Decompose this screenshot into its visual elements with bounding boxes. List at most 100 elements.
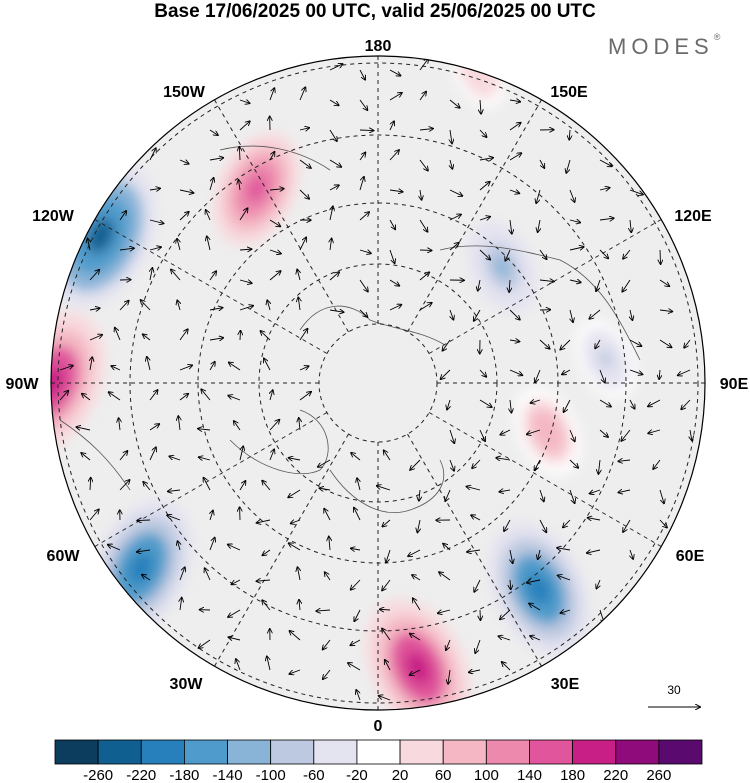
wind-vector [209,158,223,160]
wind-vector [389,93,402,101]
wind-vector [690,429,692,440]
wind-vector [289,543,301,551]
wind-vector [420,189,422,200]
wind-vector [351,453,361,461]
alaska-coast [219,145,331,171]
colorbar-swatch [399,739,444,765]
wind-vector [239,249,251,250]
wind-vector [599,399,611,407]
wind-vector [143,334,151,341]
wind-vector [354,508,361,521]
wind-vector [438,610,451,613]
wind-vector [325,572,331,581]
wind-vector [228,609,241,617]
wind-vector [442,339,451,351]
colorbar-tick-label: -100 [256,767,286,783]
wind-vector [209,178,214,191]
wind-vector [449,243,459,251]
wind-vector [359,69,365,80]
wind-vector [239,100,250,103]
wind-vector [448,669,450,684]
wind-vector [479,129,487,137]
wind-vector [562,369,571,374]
wind-vector [359,250,371,253]
wind-vector [316,610,331,611]
colorbar-swatch [54,739,99,765]
wind-vector [441,369,451,379]
wind-vector [599,218,614,220]
wind-vector [467,550,481,552]
wind-vector [318,459,331,467]
wind-vector [618,460,631,461]
wind-vector [289,669,301,674]
wind-vector [209,271,216,281]
wind-vector [449,429,454,443]
wind-vector [199,639,211,648]
lon-label-90w: 90W [6,376,40,393]
wind-vector [382,519,391,527]
colorbar-tick-label: -180 [169,767,199,783]
vector-reference-label: 30 [667,683,681,697]
wind-vector [386,549,391,563]
wind-vector [479,217,490,220]
wind-vector [660,249,661,264]
wind-vector [539,159,544,168]
wind-vector [119,418,120,431]
wind-vector [269,271,281,281]
latitude-circle-50n [129,134,627,632]
wind-vector [500,609,511,619]
lon-label-150e: 150E [550,84,588,101]
wind-vector [289,458,301,460]
wind-vector [198,429,211,430]
wind-vector [177,239,180,251]
wind-vector [569,220,580,223]
wind-vector [89,270,99,281]
wind-vector [209,362,215,371]
wind-vector [684,339,691,348]
wind-vector [319,488,331,490]
positive-anomaly-center [213,132,300,246]
wind-vector [412,575,421,581]
wind-vector [538,219,540,232]
negative-anomaly-center [575,319,636,399]
wind-vector [88,239,90,251]
wind-vector [206,210,211,221]
wind-vector [474,309,481,321]
wind-vector [569,247,584,250]
wind-vector [648,430,661,433]
wind-vector [569,280,581,282]
wind-vector [89,335,102,341]
wind-vector [119,451,127,461]
wind-vector [179,394,188,401]
wind-vector [149,148,156,161]
wind-vector [239,208,248,221]
wind-vector [179,567,185,581]
wind-vector [199,457,211,460]
wind-vector [356,690,361,701]
wind-vector [504,519,511,531]
wind-vector [262,600,271,611]
wind-vector [384,450,391,461]
coastlines [59,145,641,513]
wind-vector [539,249,547,259]
wind-vector [299,189,309,199]
wind-vector [149,424,159,431]
wind-vector [498,636,511,641]
negative-anomaly-center [488,522,590,657]
wind-vector [147,357,150,371]
wind-vector [531,400,541,403]
wind-vector [257,520,271,523]
wind-vector [59,366,73,371]
map-title: Base 17/06/2025 00 UTC, valid 25/06/2025… [154,1,596,22]
wind-vector [569,129,570,140]
wind-vector [630,309,632,320]
wind-vector [385,660,391,671]
wind-vectors [59,59,692,701]
wind-vector [509,123,521,131]
wind-vector [298,297,300,311]
wind-vector [90,478,91,491]
wind-vector [269,219,280,226]
wind-vector [630,219,631,232]
wind-vector [299,392,311,401]
wind-vector [239,446,243,461]
